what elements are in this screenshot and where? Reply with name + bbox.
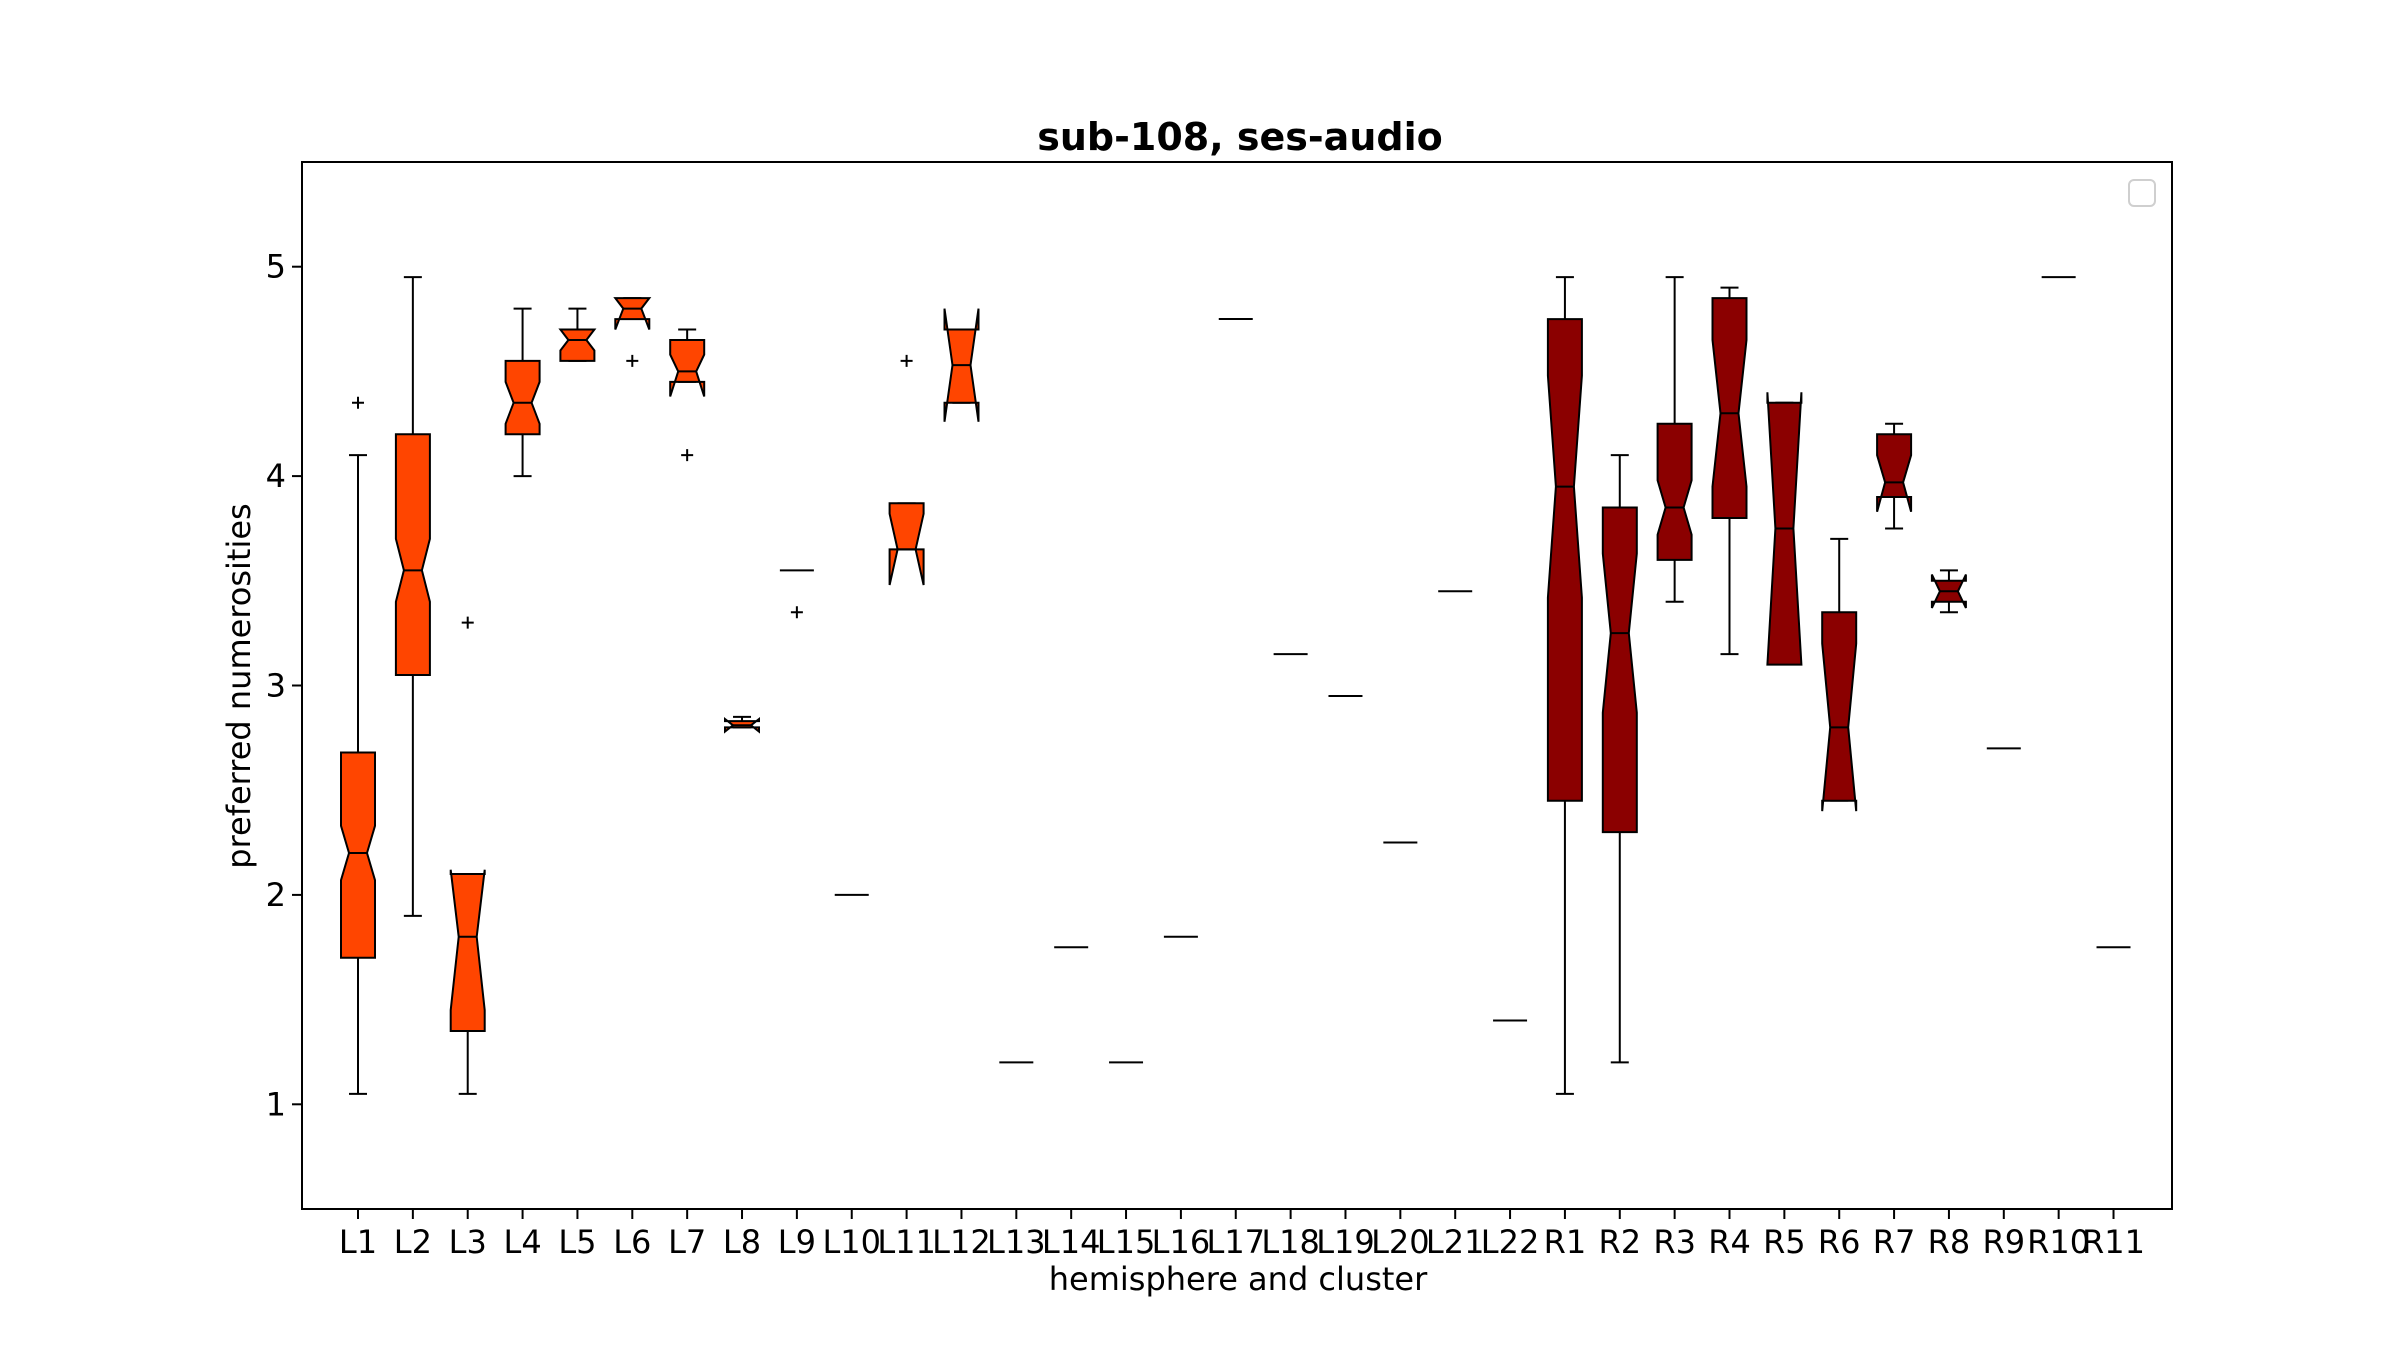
x-tick-label: L15: [1097, 1223, 1156, 1261]
box-R6: [1821, 537, 1858, 812]
box-body: [1546, 318, 1583, 802]
outlier-marker: [681, 449, 694, 462]
x-tick-label: R1: [1544, 1223, 1587, 1261]
x-tick-label: R6: [1818, 1223, 1861, 1261]
box-R7: [1876, 422, 1913, 530]
box-L3: [449, 616, 486, 1095]
box-L12: [943, 308, 980, 422]
y-tick-label: 1: [266, 1085, 286, 1123]
x-axis-label: hemisphere and cluster: [1049, 1260, 1428, 1298]
outlier-marker: [790, 606, 803, 619]
legend-box: [2128, 179, 2156, 207]
x-tick-label: L10: [822, 1223, 881, 1261]
box-body: [1711, 297, 1748, 519]
outlier-marker: [900, 354, 913, 367]
x-tick-label: L8: [723, 1223, 761, 1261]
x-tick-label: R10: [2027, 1223, 2090, 1261]
x-tick-label: L5: [558, 1223, 596, 1261]
x-tick-label: L7: [668, 1223, 706, 1261]
box-L6: [613, 297, 652, 367]
box-R5: [1766, 392, 1803, 666]
y-axis-label: preferred numerosities: [220, 503, 258, 868]
box-body: [504, 359, 541, 436]
box-R4: [1711, 286, 1748, 656]
x-tick-label: L14: [1042, 1223, 1101, 1261]
x-tick-label: R5: [1763, 1223, 1806, 1261]
x-tick-label: R11: [2082, 1223, 2145, 1261]
box-body: [449, 869, 486, 1032]
outlier-marker: [626, 354, 639, 367]
box-L2: [394, 276, 431, 917]
x-tick-label: L22: [1481, 1223, 1540, 1261]
box-L8: [724, 715, 760, 734]
box-body: [394, 433, 431, 676]
x-tick-label: L1: [339, 1223, 377, 1261]
chart-title: sub-108, ses-audio: [1037, 115, 1442, 159]
x-tick-label: L19: [1316, 1223, 1375, 1261]
box-body: [1876, 433, 1913, 512]
x-tick-label: L16: [1152, 1223, 1211, 1261]
box-L11: [888, 354, 925, 586]
x-tick-label: L4: [503, 1223, 541, 1261]
y-tick-label: 5: [266, 248, 286, 286]
box-R3: [1656, 276, 1693, 603]
x-tick-label: L3: [449, 1223, 487, 1261]
x-tick-label: L12: [932, 1223, 991, 1261]
box-L7: [669, 328, 706, 462]
y-tick-label: 2: [266, 876, 286, 914]
box-L9: [779, 569, 814, 619]
x-tick-label: R4: [1708, 1223, 1751, 1261]
x-tick-label: L17: [1206, 1223, 1265, 1261]
x-tick-label: R2: [1598, 1223, 1641, 1261]
outlier-marker: [352, 396, 364, 409]
x-axis: L1 L2 L3 L4 L5 L6 L7 L8 L9 L10L11L12L13L14L15L16L…: [339, 1209, 2145, 1261]
box-L4: [504, 307, 541, 478]
y-tick-label: 4: [266, 457, 286, 495]
box-body: [340, 751, 376, 959]
box-body: [1656, 422, 1693, 561]
box-body: [613, 297, 652, 330]
x-tick-label: L6: [613, 1223, 651, 1261]
x-tick-label: L9: [778, 1223, 816, 1261]
x-tick-label: L11: [877, 1223, 936, 1261]
box-body: [888, 502, 925, 586]
x-tick-label: R3: [1653, 1223, 1696, 1261]
box-body: [558, 328, 597, 362]
x-tick-label: R8: [1928, 1223, 1971, 1261]
box-L1: [340, 396, 376, 1095]
box-R8: [1930, 569, 1967, 614]
x-tick-label: R7: [1873, 1223, 1916, 1261]
x-tick-label: L20: [1371, 1223, 1430, 1261]
y-axis: 1 2 3 4 5: [266, 248, 302, 1123]
box-R1: [1546, 276, 1583, 1095]
outlier-marker: [461, 616, 474, 629]
box-L5: [558, 307, 597, 362]
y-tick-label: 3: [266, 667, 286, 705]
box-body: [669, 339, 706, 397]
box-body: [1821, 611, 1858, 812]
x-tick-label: R9: [1983, 1223, 2026, 1261]
box-R2: [1601, 454, 1638, 1064]
x-tick-label: L13: [987, 1223, 1046, 1261]
x-tick-label: L2: [394, 1223, 432, 1261]
x-tick-label: L18: [1261, 1223, 1320, 1261]
x-tick-label: L21: [1426, 1223, 1485, 1261]
boxes-group: [340, 276, 2131, 1095]
box-body: [1601, 506, 1638, 834]
